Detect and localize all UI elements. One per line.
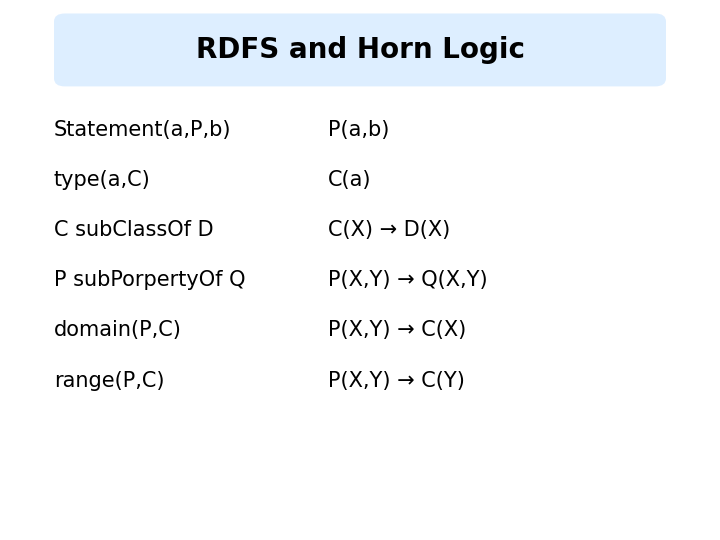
Text: P(a,b): P(a,b) (328, 119, 389, 140)
Text: range(P,C): range(P,C) (54, 370, 164, 391)
Text: C subClassOf D: C subClassOf D (54, 220, 214, 240)
Text: P(X,Y) → C(Y): P(X,Y) → C(Y) (328, 370, 464, 391)
Text: P(X,Y) → C(X): P(X,Y) → C(X) (328, 320, 466, 341)
Text: domain(P,C): domain(P,C) (54, 320, 182, 341)
Text: P(X,Y) → Q(X,Y): P(X,Y) → Q(X,Y) (328, 270, 487, 291)
Text: C(X) → D(X): C(X) → D(X) (328, 220, 450, 240)
Text: type(a,C): type(a,C) (54, 170, 150, 190)
Text: P subPorpertyOf Q: P subPorpertyOf Q (54, 270, 246, 291)
Text: RDFS and Horn Logic: RDFS and Horn Logic (196, 36, 524, 64)
Text: Statement(a,P,b): Statement(a,P,b) (54, 119, 232, 140)
FancyBboxPatch shape (54, 14, 666, 86)
Text: C(a): C(a) (328, 170, 371, 190)
